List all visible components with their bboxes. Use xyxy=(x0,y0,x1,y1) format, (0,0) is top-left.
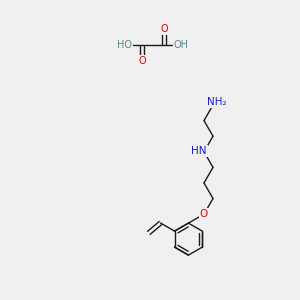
Text: O: O xyxy=(160,24,168,34)
Text: OH: OH xyxy=(173,40,188,50)
Text: HN: HN xyxy=(191,146,207,156)
Text: HO: HO xyxy=(118,40,133,50)
Text: O: O xyxy=(138,56,146,66)
Text: NH₂: NH₂ xyxy=(207,97,227,107)
Text: O: O xyxy=(200,209,208,219)
